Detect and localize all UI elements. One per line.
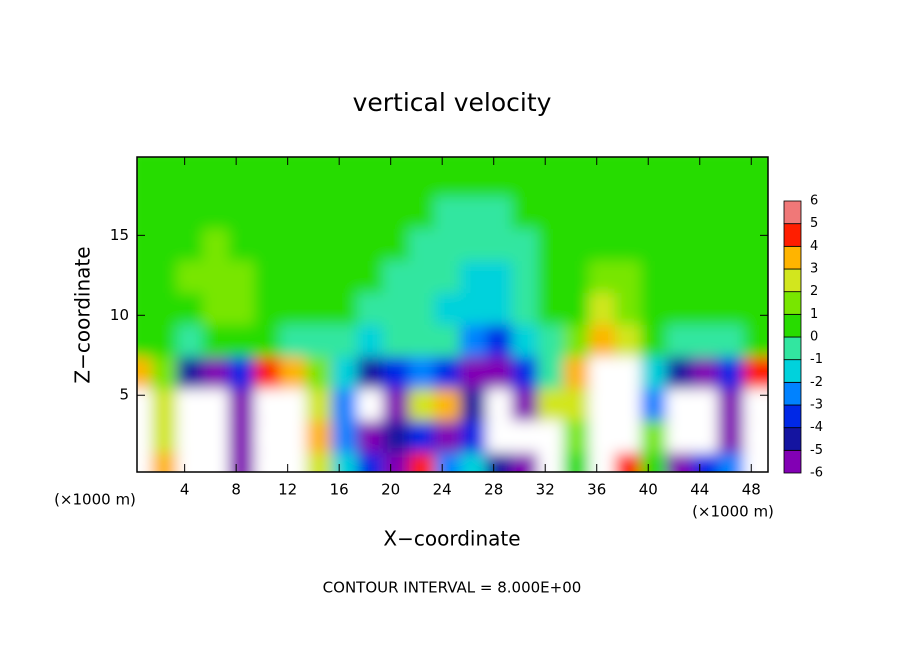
y-axis-label: Z−coordinate xyxy=(71,246,95,383)
colorbar-label: 1 xyxy=(810,307,818,322)
x-tick-label: 8 xyxy=(231,481,241,499)
colorbar-band xyxy=(783,245,802,270)
colorbar-band xyxy=(783,404,802,429)
colorbar-label: 2 xyxy=(810,284,818,299)
y-tick-label: 10 xyxy=(110,306,129,324)
colorbar-band xyxy=(783,449,802,474)
x-unit-right: (×1000 m) xyxy=(692,503,774,521)
y-tick-label: 5 xyxy=(119,386,129,404)
colorbar-label: -5 xyxy=(810,443,823,458)
x-tick-label: 28 xyxy=(484,481,503,499)
colorbar-band xyxy=(783,291,802,315)
colorbar-label: 0 xyxy=(810,330,818,345)
x-tick-label: 24 xyxy=(433,481,452,499)
x-tick-label: 32 xyxy=(536,481,555,499)
x-tick-label: 40 xyxy=(639,481,658,499)
x-tick-label: 16 xyxy=(330,481,349,499)
colorbar-band xyxy=(783,381,802,406)
colorbar-band xyxy=(783,313,802,338)
colorbar-label: -6 xyxy=(810,466,823,481)
colorbar-band xyxy=(783,223,802,247)
field-cell xyxy=(743,157,768,197)
colorbar-band xyxy=(783,336,802,361)
y-tick-label: 15 xyxy=(110,226,129,244)
x-tick-label: 20 xyxy=(381,481,400,499)
field xyxy=(137,157,768,472)
colorbar-label: -2 xyxy=(810,375,823,390)
colorbar: -6 -5 -4 -3 -2 -1 0 1 2 3 4 5 6 xyxy=(783,194,823,481)
x-axis-label: X−coordinate xyxy=(383,527,520,551)
colorbar-label: -3 xyxy=(810,398,823,413)
colorbar-label: 6 xyxy=(810,194,818,209)
colorbar-band xyxy=(783,427,802,451)
colorbar-band xyxy=(783,200,802,225)
plot-frame xyxy=(136,156,769,473)
colorbar-label: -1 xyxy=(810,352,823,367)
colorbar-label: 4 xyxy=(810,239,818,254)
x-tick-label: 12 xyxy=(278,481,297,499)
colorbar-band xyxy=(783,268,802,293)
colorbar-label: -4 xyxy=(810,420,823,435)
colorbar-band xyxy=(783,359,802,383)
footnote: CONTOUR INTERVAL = 8.000E+00 xyxy=(323,579,582,597)
colorbar-label: 5 xyxy=(810,216,818,231)
x-tick-label: 4 xyxy=(180,481,190,499)
x-tick-label: 48 xyxy=(742,481,761,499)
plot-area xyxy=(137,157,768,472)
x-unit-left: (×1000 m) xyxy=(54,491,136,509)
colorbar-label: 3 xyxy=(810,262,818,277)
x-tick-label: 44 xyxy=(690,481,709,499)
x-tick-label: 36 xyxy=(587,481,606,499)
chart-title: vertical velocity xyxy=(353,88,552,117)
